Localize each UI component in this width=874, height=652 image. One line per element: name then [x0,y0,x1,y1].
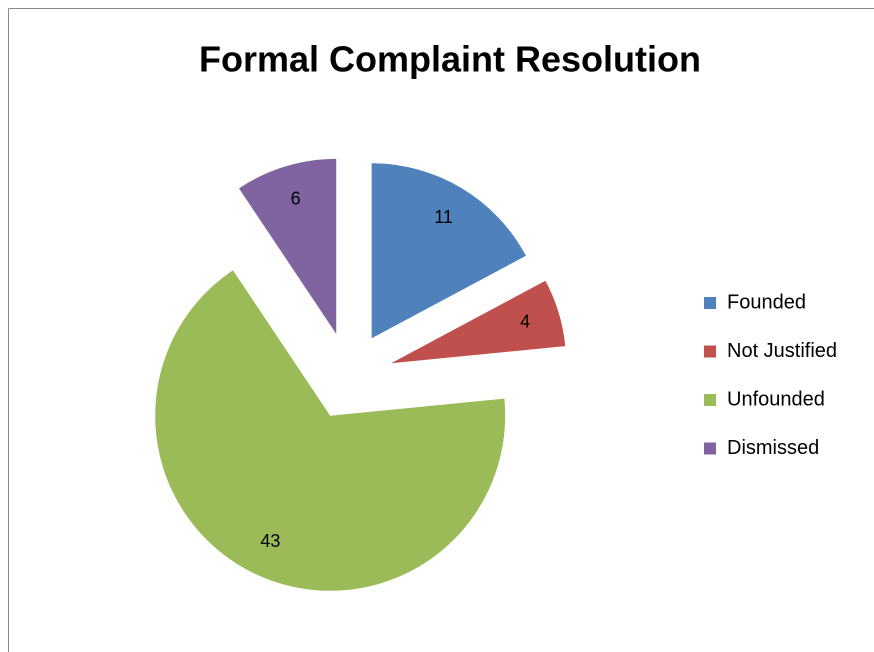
pie-slice [155,270,506,591]
data-label: 4 [520,311,530,331]
legend-swatch [704,297,716,309]
data-label: 43 [260,531,280,551]
legend-label: Unfounded [727,388,825,410]
data-label: 6 [291,189,301,209]
legend-label: Founded [727,291,806,313]
legend-swatch [704,345,716,358]
chart-title: Formal Complaint Resolution [199,39,701,80]
pie-slice [391,280,566,364]
legend-swatch [704,442,716,455]
pie-slice [239,158,337,334]
legend-label: Not Justified [727,340,837,362]
legend-swatch [704,394,716,406]
legend-label: Dismissed [727,437,819,459]
pie-slice [371,163,526,339]
data-label: 11 [434,207,453,227]
